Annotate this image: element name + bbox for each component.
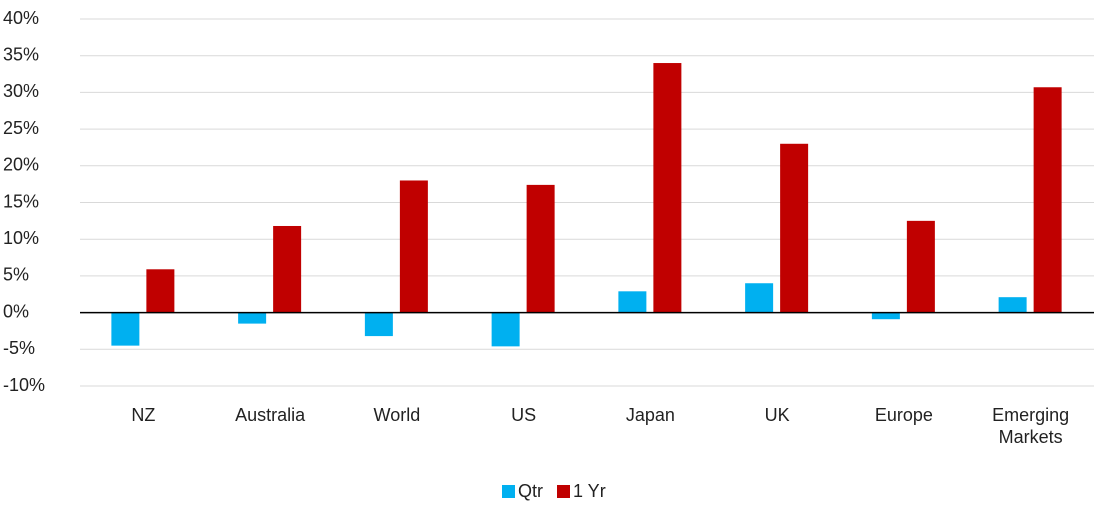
x-tick-label: Australia: [235, 405, 306, 425]
bar: [780, 143, 809, 313]
x-tick-label: Europe: [874, 405, 933, 425]
x-tick-label: Japan: [625, 405, 675, 425]
bar: [998, 297, 1027, 313]
bar: [111, 312, 140, 346]
y-tick-label: 5%: [3, 265, 29, 285]
y-tick-label: -10%: [3, 375, 45, 395]
legend-swatch: [557, 485, 570, 498]
x-tick-label: Emerging Markets: [992, 405, 1070, 447]
bar: [745, 283, 774, 313]
bar: [491, 312, 520, 347]
y-tick-label: 0%: [3, 301, 29, 321]
y-tick-label: 35%: [3, 44, 39, 64]
bar: [906, 220, 935, 313]
y-tick-label: 40%: [3, 8, 39, 28]
y-tick-label: 20%: [3, 155, 39, 175]
y-tick-label: 30%: [3, 81, 39, 101]
bar: [238, 312, 267, 324]
bar: [273, 225, 302, 313]
bar: [653, 63, 682, 313]
y-tick-label: 25%: [3, 118, 39, 138]
x-tick-label: US: [511, 405, 537, 425]
y-tick-label: 10%: [3, 228, 39, 248]
x-tick-label: NZ: [131, 405, 156, 425]
bar: [364, 312, 393, 337]
legend-label: 1 Yr: [573, 481, 606, 501]
x-tick-label: UK: [764, 405, 790, 425]
legend-swatch: [502, 485, 515, 498]
bar: [1033, 87, 1062, 313]
y-tick-label: 15%: [3, 191, 39, 211]
legend-label: Qtr: [518, 481, 543, 501]
x-tick-label: World: [373, 405, 421, 425]
y-tick-label: -5%: [3, 338, 35, 358]
bar: [399, 180, 428, 313]
bar: [146, 269, 175, 313]
bar: [871, 312, 900, 320]
bar: [618, 291, 647, 313]
bar: [526, 184, 555, 313]
